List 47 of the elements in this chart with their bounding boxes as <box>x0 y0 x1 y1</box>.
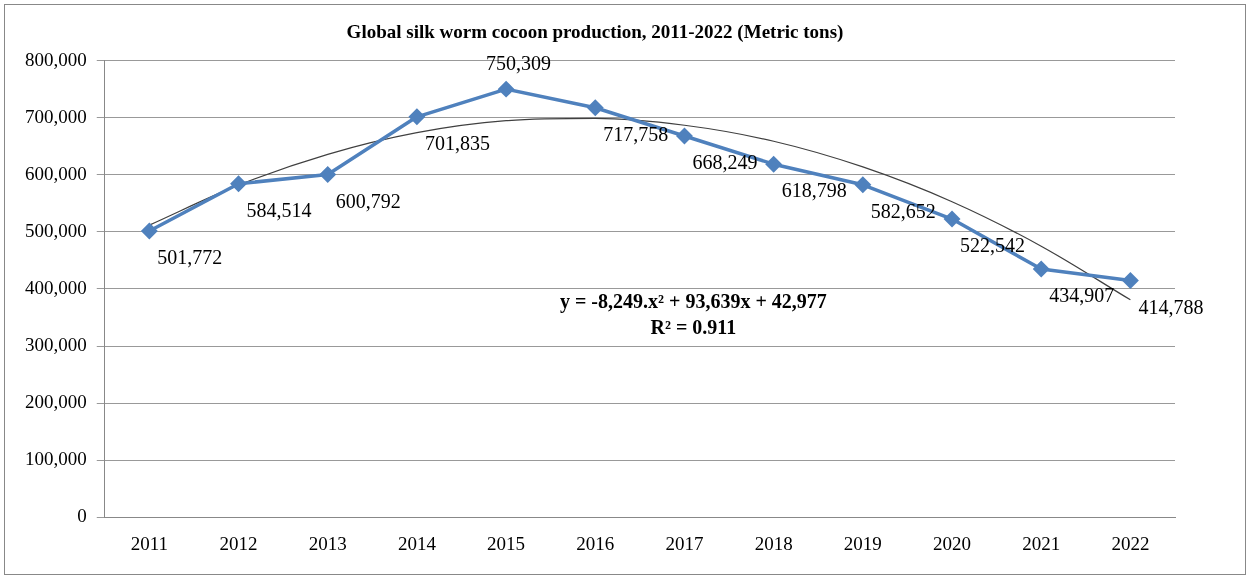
annotation: R² = 0.911 <box>650 315 737 338</box>
chart-title: Global silk worm cocoon production, 2011-2022 (Metric tons) <box>346 21 844 44</box>
x-tick-label: 2020 <box>933 532 972 554</box>
point <box>676 128 693 144</box>
point <box>141 223 158 239</box>
x-tick-label: 2019 <box>843 532 882 554</box>
x-tick-label: 2021 <box>1022 532 1061 554</box>
annotation: y = -8,249.x² + 93,639x + 42,977 <box>559 289 827 313</box>
data-label: 434,907 <box>1049 284 1115 307</box>
x-tick-label: 2018 <box>754 532 793 554</box>
point <box>1033 261 1049 277</box>
x-tick-label: 2014 <box>397 532 437 554</box>
y-tick-label: 600,000 <box>25 162 87 184</box>
data-label: 584,514 <box>246 198 312 221</box>
y-tick-label: 300,000 <box>25 334 87 356</box>
x-tick-label: 2017 <box>665 532 704 554</box>
data-label: 600,792 <box>335 189 401 212</box>
point <box>855 177 871 193</box>
x-tick-label: 2022 <box>1111 532 1150 554</box>
data-label: 618,798 <box>781 179 847 202</box>
point <box>319 166 336 183</box>
point <box>587 99 604 116</box>
point <box>498 81 514 97</box>
y-tick-label: 700,000 <box>25 105 87 127</box>
x-tick-label: 2013 <box>308 532 347 554</box>
point <box>1122 272 1139 289</box>
data-label: 501,772 <box>157 246 223 269</box>
data-label: 582,652 <box>870 200 936 223</box>
point <box>409 109 425 125</box>
y-tick-label: 100,000 <box>25 448 87 470</box>
data-label: 668,249 <box>692 151 758 174</box>
y-tick-label: 0 <box>77 505 87 527</box>
y-tick-label: 500,000 <box>25 219 87 241</box>
data-label: 414,788 <box>1138 295 1204 318</box>
y-tick-label: 400,000 <box>25 276 87 298</box>
x-tick-label: 2012 <box>219 532 258 554</box>
point <box>230 175 247 192</box>
x-tick-label: 2011 <box>130 532 168 554</box>
data-label: 717,758 <box>603 122 669 145</box>
point <box>765 156 782 172</box>
y-tick-label: 200,000 <box>25 391 87 413</box>
data-label: 750,309 <box>486 52 552 75</box>
point <box>944 211 960 227</box>
y-tick-label: 800,000 <box>25 48 87 70</box>
x-tick-label: 2016 <box>576 532 615 554</box>
data-label: 701,835 <box>424 132 490 155</box>
x-tick-label: 2015 <box>487 532 526 554</box>
